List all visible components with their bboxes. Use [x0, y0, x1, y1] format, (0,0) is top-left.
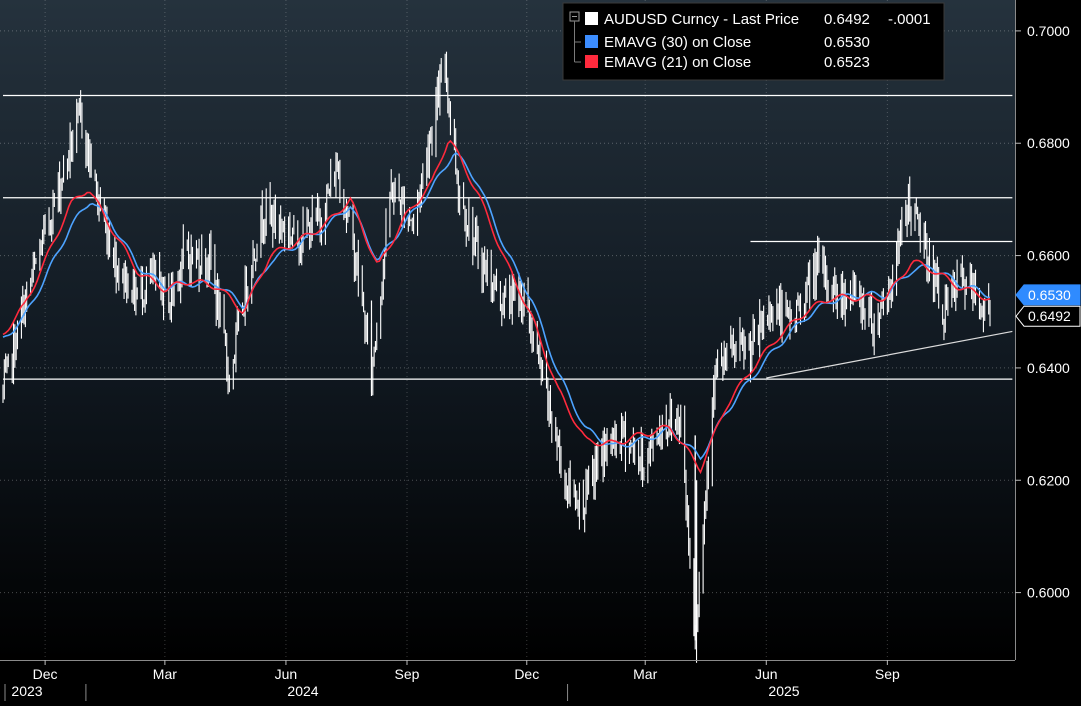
- x-month-label-3: Sep: [395, 666, 420, 682]
- legend-ema21-name: EMAVG (21) on Close: [604, 54, 751, 71]
- support-resistance-lines: [3, 94, 1013, 380]
- x-month-label-0: Dec: [33, 666, 58, 682]
- value-tag-label-1: 0.6492: [1028, 308, 1071, 324]
- x-year-label-0: 2023: [11, 683, 42, 699]
- trendline: [766, 330, 1013, 379]
- y-tick-label-4: 0.6200: [1027, 472, 1070, 488]
- legend-swatch-ema30: [585, 35, 598, 48]
- x-month-label-7: Sep: [875, 666, 900, 682]
- ema-lines: [2, 139, 991, 475]
- legend-swatch-price: [585, 12, 598, 25]
- legend-price-change: -.0001: [888, 11, 931, 28]
- x-month-label-5: Mar: [633, 666, 657, 682]
- y-tick-label-0: 0.7000: [1027, 23, 1070, 39]
- legend-price-name: AUDUSD Curncy - Last Price: [604, 11, 799, 28]
- legend-price-value: 0.6492: [824, 11, 870, 28]
- x-month-label-1: Mar: [153, 666, 177, 682]
- legend-ema21-value: 0.6523: [824, 54, 870, 71]
- x-year-label-1: 2024: [287, 683, 318, 699]
- legend-ema30-name: EMAVG (30) on Close: [604, 34, 751, 51]
- value-tag-last-price: [1015, 305, 1081, 327]
- legend-swatch-ema21: [585, 55, 598, 68]
- x-month-label-4: Dec: [514, 666, 539, 682]
- y-tick-label-1: 0.6800: [1027, 135, 1070, 151]
- y-tick-label-5: 0.6000: [1027, 585, 1070, 601]
- x-year-label-2: 2025: [768, 683, 799, 699]
- plot-area: [0, 0, 1015, 660]
- x-month-label-2: Jun: [275, 666, 298, 682]
- legend: AUDUSD Curncy - Last Price 0.6492 -.0001…: [562, 2, 945, 81]
- x-month-label-6: Jun: [755, 666, 778, 682]
- value-tag-ema30: [1015, 284, 1081, 306]
- legend-ema30-value: 0.6530: [824, 34, 870, 51]
- ema-line-21: [2, 139, 991, 475]
- y-tick-label-3: 0.6400: [1027, 360, 1070, 376]
- legend-box: [562, 2, 945, 81]
- y-tick-label-2: 0.6600: [1027, 248, 1070, 264]
- value-tag-label-0: 0.6530: [1028, 287, 1071, 303]
- value-tags: 0.6530 0.6492: [1015, 284, 1081, 327]
